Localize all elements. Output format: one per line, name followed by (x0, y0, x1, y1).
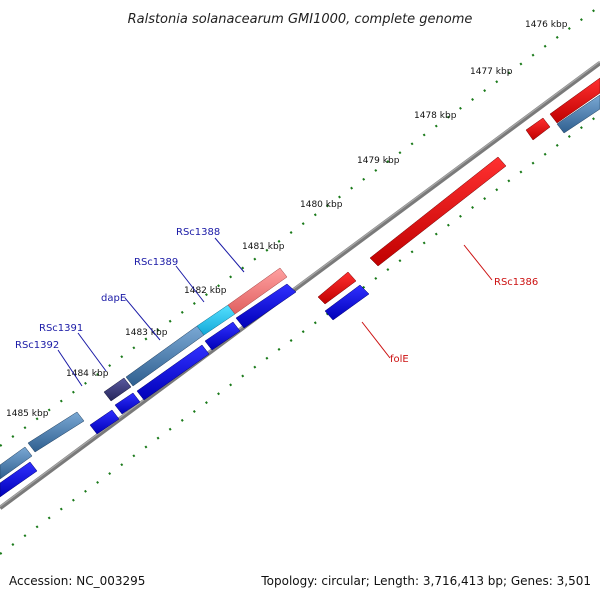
tick-label: 1483 kbp (125, 328, 168, 338)
tick-label: 1476 kbp (525, 20, 568, 30)
gene-feature[interactable] (227, 267, 288, 315)
reverse-strand-track (317, 77, 600, 305)
map-title: Ralstonia solanacearum GMI1000, complete… (128, 12, 473, 27)
gene-label-rsc1391[interactable]: RSc1391 (39, 323, 83, 334)
outer-feature-track (0, 94, 600, 480)
tick-label: 1485 kbp (6, 409, 49, 419)
cds-reverse[interactable] (525, 117, 551, 141)
gene-label-fole[interactable]: folE (390, 354, 409, 365)
tick-label: 1484 kbp (66, 369, 109, 379)
tick-label: 1477 kbp (470, 67, 513, 77)
tick-label: 1480 kbp (300, 200, 343, 210)
accession-text: Accession: NC_003295 (9, 574, 145, 588)
gene-label-dape[interactable]: dapE (101, 293, 126, 304)
cds-reverse[interactable] (317, 271, 357, 305)
cds-forward[interactable] (0, 461, 38, 498)
cds-forward[interactable] (204, 321, 241, 351)
cds-forward[interactable] (114, 392, 141, 415)
gene-label-rsc1389[interactable]: RSc1389 (134, 257, 178, 268)
gene-labels: RSc1388 RSc1389 dapE RSc1391 RSc1392 RSc… (15, 227, 538, 365)
cds-forward[interactable] (235, 283, 297, 329)
gene-feature[interactable] (27, 411, 85, 453)
cds-forward[interactable] (136, 344, 210, 401)
cds-forward[interactable] (89, 409, 120, 435)
tick-labels: 1476 kbp 1477 kbp 1478 kbp 1479 kbp 1480… (6, 20, 568, 419)
gene-feature-dape[interactable] (103, 377, 132, 402)
gene-label-rsc1386[interactable]: RSc1386 (494, 277, 538, 288)
genome-summary-text: Topology: circular; Length: 3,716,413 bp… (260, 574, 591, 588)
inner-tick-track (0, 113, 600, 555)
tick-label: 1478 kbp (414, 111, 457, 121)
gene-feature[interactable] (556, 94, 600, 134)
gene-label-rsc1392[interactable]: RSc1392 (15, 340, 59, 351)
label-leaders (57, 237, 493, 387)
forward-strand-track (0, 283, 370, 498)
cds-reverse-rsc1386[interactable] (369, 156, 507, 267)
cds-forward-fole[interactable] (324, 284, 370, 321)
tick-label: 1479 kbp (357, 156, 400, 166)
genome-backbone (0, 61, 600, 510)
cds-reverse[interactable] (549, 77, 600, 124)
gene-feature[interactable] (0, 446, 33, 480)
tick-label: 1482 kbp (184, 286, 227, 296)
gene-label-rsc1388[interactable]: RSc1388 (176, 227, 220, 238)
tick-label: 1481 kbp (242, 242, 285, 252)
